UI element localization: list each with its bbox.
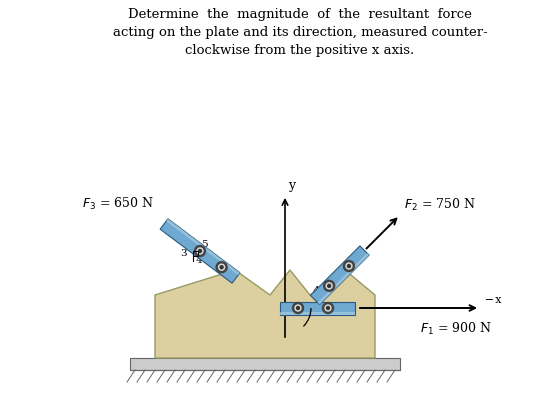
Circle shape — [325, 305, 331, 311]
Circle shape — [326, 307, 330, 310]
Text: $F_1$ = 900 N: $F_1$ = 900 N — [420, 321, 492, 337]
Circle shape — [295, 305, 301, 311]
Circle shape — [296, 307, 300, 310]
Text: 45°: 45° — [313, 286, 333, 296]
Circle shape — [197, 248, 203, 254]
Text: $F_2$ = 750 N: $F_2$ = 750 N — [404, 197, 476, 213]
Polygon shape — [155, 270, 375, 358]
Text: ─ x: ─ x — [485, 295, 501, 305]
Polygon shape — [280, 312, 355, 314]
Text: 5: 5 — [201, 240, 207, 249]
Text: Determine  the  magnitude  of  the  resultant  force
acting on the plate and its: Determine the magnitude of the resultant… — [113, 8, 487, 57]
Polygon shape — [166, 219, 240, 275]
Circle shape — [344, 260, 354, 271]
Circle shape — [220, 266, 223, 269]
Polygon shape — [160, 219, 240, 283]
Text: 4: 4 — [196, 256, 202, 265]
Polygon shape — [280, 301, 355, 314]
Polygon shape — [310, 246, 369, 305]
Circle shape — [218, 264, 224, 270]
Bar — [130, 358, 400, 370]
Circle shape — [292, 303, 304, 314]
Bar — [193, 251, 198, 256]
Circle shape — [328, 284, 331, 287]
Circle shape — [346, 263, 352, 269]
Circle shape — [326, 283, 332, 289]
Circle shape — [324, 281, 335, 291]
Text: 3: 3 — [180, 249, 187, 258]
Circle shape — [323, 303, 334, 314]
Polygon shape — [317, 253, 369, 305]
Circle shape — [216, 262, 227, 273]
Text: $F_3$ = 650 N: $F_3$ = 650 N — [82, 196, 154, 212]
Text: y: y — [288, 179, 295, 192]
Circle shape — [194, 245, 206, 256]
Circle shape — [348, 264, 350, 268]
Circle shape — [198, 249, 202, 253]
